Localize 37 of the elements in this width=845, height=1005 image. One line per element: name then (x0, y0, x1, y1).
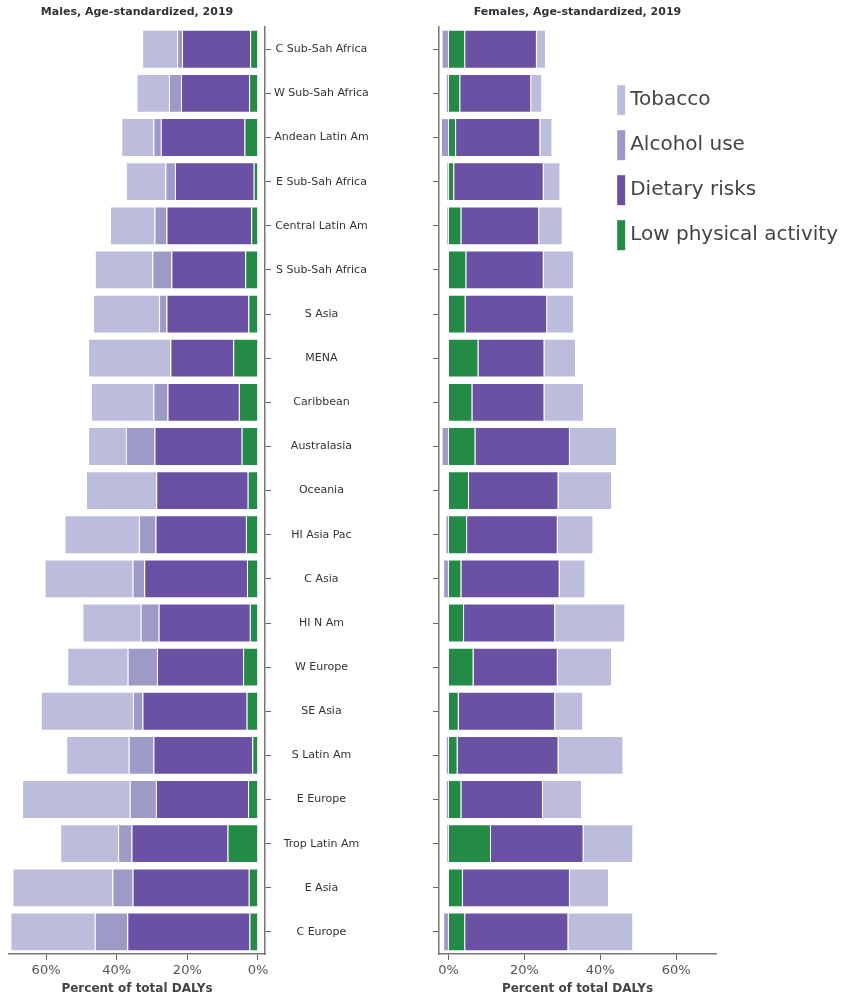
x-tick-label: 60% (661, 962, 691, 978)
y-tick-label: S Sub-Sah Africa (275, 262, 367, 276)
x-tick-label: 60% (31, 962, 61, 978)
x-tick-label: 0% (438, 962, 459, 978)
y-tick-label: SE Asia (301, 704, 342, 718)
y-tick-label: HI Asia Pac (291, 527, 352, 541)
x-axis-title: Percent of total DALYs (501, 980, 654, 995)
y-tick-label: Oceania (298, 483, 344, 497)
y-tick-label: Central Latin Am (275, 218, 368, 232)
y-tick-label: E Asia (304, 880, 339, 894)
x-axis-title: Percent of total DALYs (61, 980, 213, 995)
y-tick-label: Caribbean (293, 395, 350, 409)
y-tick-label: E Europe (296, 792, 347, 806)
chart-title: Males, Age-standardized, 2019 (40, 5, 234, 19)
legend-label: Alcohol use (630, 131, 745, 156)
y-tick-label: S Latin Am (291, 748, 352, 762)
y-tick-label: W Europe (294, 659, 349, 673)
y-tick-label: C Europe (296, 924, 347, 938)
y-tick-label: S Asia (304, 306, 339, 320)
x-tick-label: 0% (247, 962, 269, 978)
x-tick-label: 40% (585, 962, 615, 978)
chart-title: Females, Age-standardized, 2019 (473, 5, 682, 19)
y-tick-label: W Sub-Sah Africa (274, 86, 369, 100)
y-tick-label: C Sub-Sah Africa (275, 42, 368, 56)
x-tick-label: 20% (509, 962, 539, 978)
y-tick-label: C Asia (304, 571, 339, 585)
x-tick-label: 20% (172, 962, 202, 978)
y-tick-label: MENA (305, 351, 338, 365)
y-tick-label: Australasia (290, 439, 352, 453)
y-tick-label: E Sub-Sah Africa (275, 174, 367, 188)
x-tick-label: 40% (102, 962, 132, 978)
legend-label: Low physical activity (630, 221, 839, 246)
y-tick-label: Trop Latin Am (282, 836, 360, 850)
y-tick-label: Andean Latin Am (274, 130, 369, 144)
y-tick-label: HI N Am (298, 615, 344, 629)
legend-label: Dietary risks (630, 176, 757, 201)
legend-label: Tobacco (629, 86, 711, 111)
